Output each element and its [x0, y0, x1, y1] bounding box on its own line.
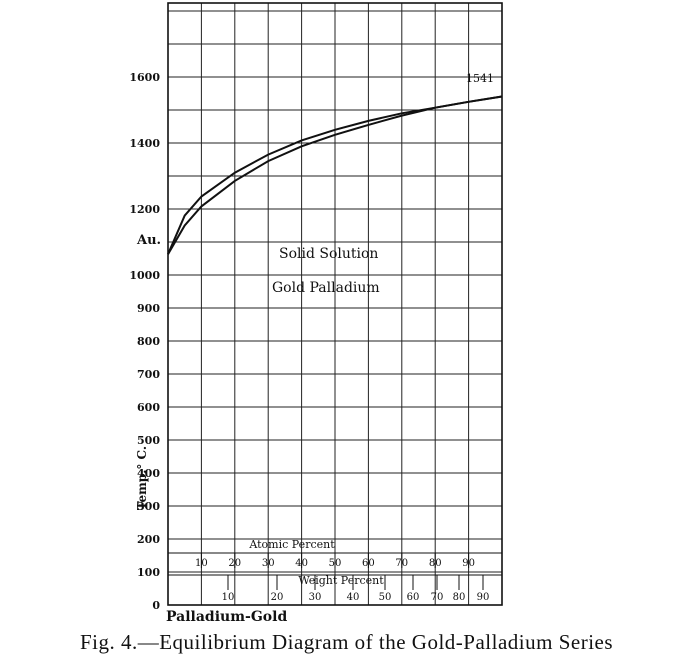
- weight-tick-label: 90: [477, 592, 490, 603]
- atomic-tick-label: 10: [195, 558, 208, 569]
- y-tick-label: 1000: [129, 269, 160, 282]
- weight-tick-label: 60: [407, 592, 420, 603]
- region-label-line2: Gold Palladium: [272, 280, 380, 296]
- annotations: Au. 1541 Solid Solution Gold Palladium T…: [135, 72, 494, 510]
- atomic-tick-label: 40: [295, 558, 308, 569]
- plot-border: [167, 2, 503, 606]
- weight-tick-label: 80: [453, 592, 466, 603]
- weight-tick-label: 30: [309, 592, 322, 603]
- atomic-percent-label: Atomic Percent: [248, 538, 335, 551]
- y-tick-label: 400: [137, 467, 160, 480]
- weight-tick-label: 70: [431, 592, 444, 603]
- weight-tick-label: 10: [222, 592, 235, 603]
- y-tick-label: 1400: [129, 137, 160, 150]
- y-tick-labels: 0 100 200 300 400 500 600 700 800 900 1000 1200 1400…: [129, 71, 160, 612]
- atomic-tick-label: 60: [362, 558, 375, 569]
- y-tick-label: 700: [137, 368, 160, 381]
- y-tick-label: 900: [137, 302, 160, 315]
- au-label: Au.: [136, 233, 161, 248]
- x-axis-title: Palladium-Gold: [166, 609, 288, 625]
- atomic-tick-label: 20: [228, 558, 241, 569]
- grid-lines: [168, 3, 502, 606]
- y-tick-label: 800: [137, 335, 160, 348]
- plot-frame: [167, 2, 503, 606]
- atomic-tick-label: 70: [395, 558, 408, 569]
- atomic-tick-label: 30: [262, 558, 275, 569]
- weight-tick-label: 50: [379, 592, 392, 603]
- y-tick-label: 200: [137, 533, 160, 546]
- region-label-line1: Solid Solution: [279, 246, 378, 262]
- solidus-curve: [167, 95, 503, 255]
- y-tick-label: 1200: [129, 203, 160, 216]
- percent-scales: Atomic Percent Weight Percent 10 20 30 40 50 60…: [168, 538, 502, 603]
- y-tick-label: 300: [137, 500, 160, 513]
- y-tick-label: 500: [137, 434, 160, 447]
- figure-caption: Fig. 4.—Equilibrium Diagram of the Gold-…: [79, 630, 614, 654]
- weight-tick-label: 20: [271, 592, 284, 603]
- y-tick-label: 100: [137, 566, 160, 579]
- y-tick-label: 1600: [129, 71, 160, 84]
- curves: [167, 95, 503, 255]
- atomic-tick-label: 90: [462, 558, 475, 569]
- y-tick-label: 0: [152, 599, 160, 612]
- y-axis-title: Temp.° C.: [135, 446, 149, 510]
- weight-tick-label: 40: [347, 592, 360, 603]
- atomic-tick-label: 80: [429, 558, 442, 569]
- weight-percent-label: Weight Percent: [298, 574, 384, 587]
- atomic-tick-label: 50: [329, 558, 342, 569]
- y-tick-label: 600: [137, 401, 160, 414]
- melting-point-label: 1541: [466, 72, 494, 85]
